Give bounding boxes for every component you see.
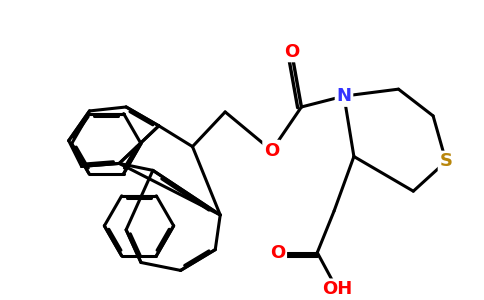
Text: N: N: [336, 87, 351, 105]
Text: S: S: [439, 152, 453, 170]
Text: OH: OH: [322, 280, 352, 298]
Text: O: O: [264, 142, 279, 160]
Text: O: O: [270, 244, 285, 262]
Text: O: O: [284, 43, 299, 61]
